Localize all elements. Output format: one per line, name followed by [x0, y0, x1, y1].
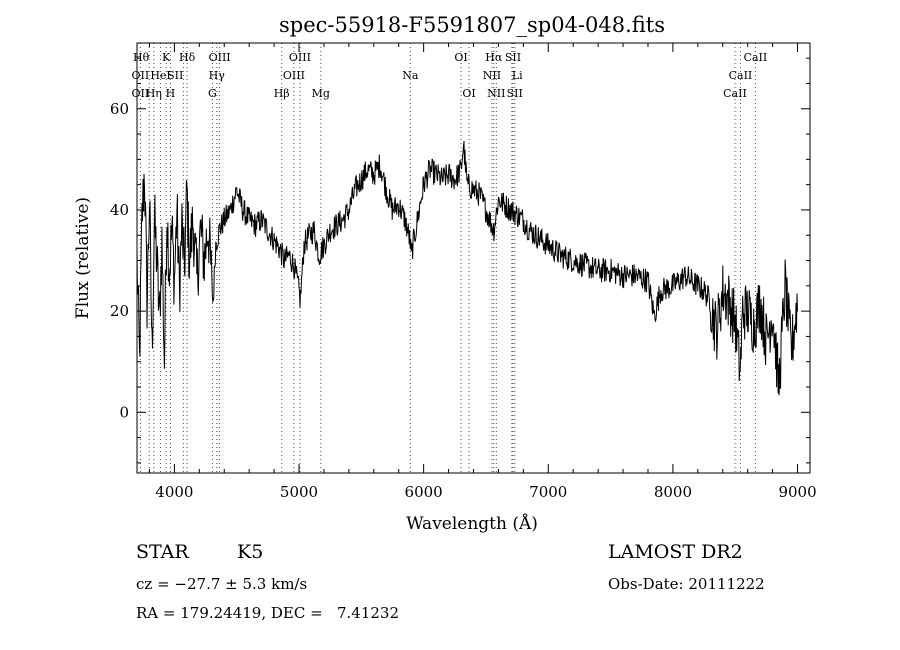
- spectral-line-label: Hα: [485, 51, 503, 64]
- spectral-line-label: SII: [167, 69, 183, 82]
- spectral-line-label: CaII: [744, 51, 768, 64]
- x-axis-label: Wavelength (Å): [406, 513, 538, 534]
- y-axis-label: Flux (relative): [73, 197, 93, 319]
- spectral-line-label: OI: [454, 51, 467, 64]
- spectral-line-label: OI: [462, 87, 475, 100]
- spectral-line-label: OII: [132, 87, 150, 100]
- spectral-line-label: CaII: [723, 87, 747, 100]
- spectral-line-label: Hγ: [209, 69, 226, 82]
- object-subclass: K5: [237, 541, 264, 563]
- spectral-line-label: OIII: [289, 51, 311, 64]
- x-tick-label: 5000: [280, 483, 318, 501]
- y-tick-label: 40: [110, 201, 129, 219]
- spectral-line-label: CaII: [729, 69, 753, 82]
- spectral-line-label: OIII: [209, 51, 231, 64]
- spectral-line-markers: [139, 43, 756, 473]
- axis-ticks: 4000 5000 6000 7000 8000 9000 0 20 40 60: [110, 43, 817, 501]
- chart-title: spec-55918-F5591807_sp04-048.fits: [279, 13, 665, 37]
- spectral-line-label: OII: [132, 69, 150, 82]
- x-tick-label: 9000: [778, 483, 816, 501]
- spectral-line-label: Hθ: [133, 51, 150, 64]
- survey-name: LAMOST DR2: [608, 541, 743, 563]
- spectral-line-label: Li: [512, 69, 523, 82]
- spectral-line-label: OIII: [283, 69, 305, 82]
- spectral-line-label: Hβ: [274, 87, 290, 100]
- flux-curve: [136, 140, 798, 396]
- x-tick-label: 7000: [529, 483, 567, 501]
- spectral-line-label: NII: [483, 69, 501, 82]
- spectral-line-label: Mg: [312, 87, 330, 100]
- redshift-readout: cz = −27.7 ± 5.3 km/s: [136, 575, 308, 593]
- y-tick-label: 20: [110, 302, 129, 320]
- x-tick-label: 8000: [654, 483, 692, 501]
- x-tick-label: 4000: [155, 483, 193, 501]
- y-tick-label: 0: [119, 403, 129, 421]
- spectral-line-label: Hδ: [179, 51, 196, 64]
- spectral-line-label: G: [208, 87, 217, 100]
- spectral-line-label: NII: [487, 87, 505, 100]
- observation-date: Obs-Date: 20111222: [608, 575, 765, 593]
- spectral-line-label: K: [162, 51, 171, 64]
- object-class: STAR: [136, 541, 189, 563]
- plot-frame: [136, 42, 811, 474]
- spectral-line-label: H: [166, 87, 176, 100]
- spectral-line-label: SII: [507, 87, 523, 100]
- spectral-line-label: Na: [402, 69, 419, 82]
- spectral-line-label: Hη: [146, 87, 162, 100]
- spectral-line-label: HeI: [150, 69, 170, 82]
- x-tick-label: 6000: [405, 483, 443, 501]
- sky-coordinates: RA = 179.24419, DEC = 7.41232: [136, 604, 400, 622]
- spectral-line-label: SII: [505, 51, 521, 64]
- y-tick-label: 60: [110, 100, 129, 118]
